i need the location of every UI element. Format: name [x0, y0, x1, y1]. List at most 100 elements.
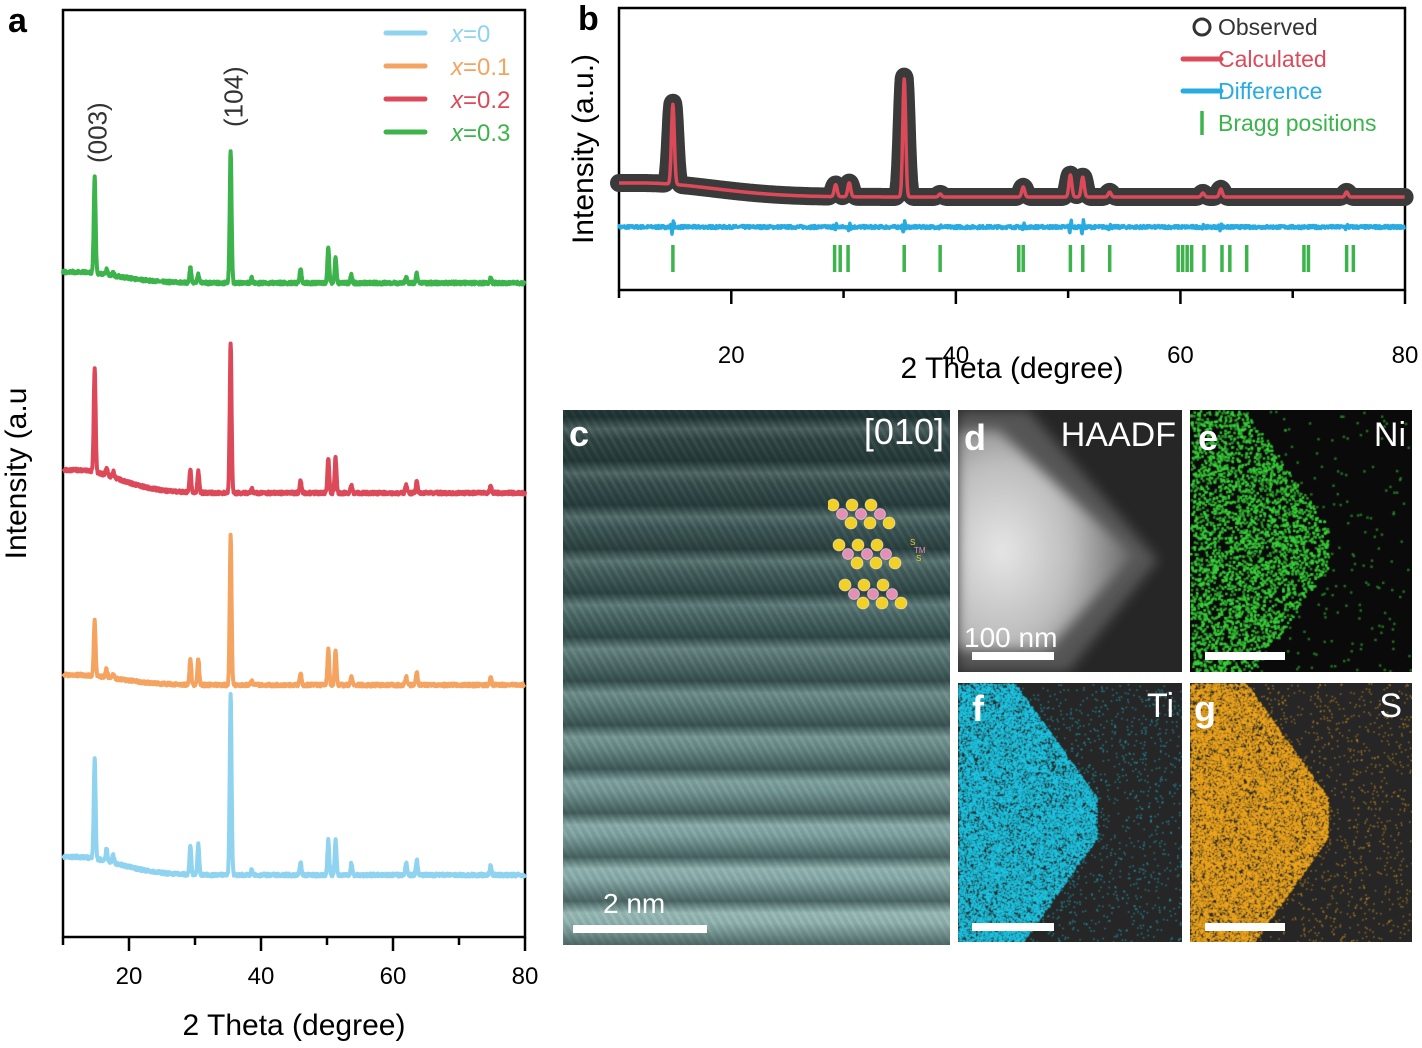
sulfur-atom: [857, 578, 871, 592]
sulfur-atom: [870, 538, 884, 552]
chart-b-x-tick-label: 40: [943, 342, 970, 369]
scale-bar: [1205, 652, 1285, 660]
series-line-x-0-1: [61, 532, 527, 689]
transition-metal-atom: [836, 508, 848, 520]
scale-bar: [573, 925, 707, 933]
legend-label-x-0-1: x=0.1: [450, 54, 510, 81]
chart-b-x-tick-label: 80: [1392, 342, 1419, 369]
transition-metal-atom: [874, 508, 886, 520]
observed-point: [894, 150, 914, 170]
ni-element-map: [1190, 410, 1412, 672]
series-line-x-0-2: [61, 341, 527, 497]
transition-metal-atom: [861, 548, 873, 560]
scale-bar: [1205, 923, 1285, 931]
chart-b-x-tick-label: 20: [718, 342, 745, 369]
observed-point: [894, 177, 914, 197]
legend-label-calculated: Calculated: [1218, 46, 1327, 72]
chart-b-x-axis-label: 2 Theta (degree): [901, 352, 1124, 385]
sulfur-atom: [850, 556, 864, 570]
chart-a-y-axis-label: Intensity (a.u: [0, 388, 33, 560]
haadf-particle: [958, 410, 1158, 672]
chart-a-x-axis-label: 2 Theta (degree): [183, 1009, 406, 1042]
panel-c-stem-image: c [010] S TM S 2 nm: [563, 410, 950, 945]
crystal-structure-schematic: S TM S: [828, 498, 926, 610]
transition-metal-atom: [867, 588, 879, 600]
ti-element-map: [958, 683, 1182, 942]
observed-point: [663, 155, 683, 175]
panel-d-letter: d: [964, 417, 986, 458]
sulfur-atom: [845, 498, 859, 512]
sulfur-atom: [828, 498, 840, 512]
sulfur-atom: [876, 578, 890, 592]
chart-b-rietveld-refinement: 20 40 60 80 2 Theta (degree) Intensity (a.u.)…: [567, 6, 1419, 385]
series-line-x-0-3: [61, 149, 527, 287]
transition-metal-atom: [880, 548, 892, 560]
haadf-label: HAADF: [1060, 416, 1176, 454]
sulfur-atom: [844, 516, 858, 530]
legend-marker-observed: [1192, 17, 1212, 37]
schematic-label-tm: TM: [914, 546, 926, 555]
scale-bar: [972, 923, 1054, 931]
legend-label-observed: Observed: [1218, 14, 1318, 40]
observed-point: [894, 141, 914, 161]
schematic-label-s-top: S: [910, 538, 915, 547]
zone-axis-label: [010]: [863, 411, 944, 452]
sulfur-atom: [882, 516, 896, 530]
chart-b-y-axis-label: Intensity (a.u.): [567, 54, 600, 244]
chart-b-plot-frame: [617, 6, 1407, 292]
legend-label-x-0: x=0: [450, 21, 490, 48]
chart-a-x-tick-label: 60: [380, 963, 407, 990]
panel-g-s-map: g S: [1190, 683, 1412, 942]
transition-metal-atom: [886, 588, 898, 600]
legend-label-x-0-3: x=0.3: [450, 120, 510, 147]
chart-a-plot-frame: [61, 8, 527, 939]
panel-e-letter: e: [1198, 417, 1219, 458]
chart-a-xrd-patterns: 20 40 60 80 2 Theta (degree) Intensity (a.u (0…: [0, 8, 539, 1042]
series-line-x-0: [61, 692, 527, 879]
difference-line: [617, 218, 1407, 236]
panel-b-letter: b: [578, 0, 599, 38]
scale-bar-label: 100 nm: [964, 622, 1058, 653]
scale-bar-label: 2 nm: [603, 888, 666, 919]
schematic-label-s-bottom: S: [916, 554, 921, 563]
chart-a-x-tick-label: 40: [248, 963, 275, 990]
observed-point: [894, 168, 914, 188]
sulfur-atom: [838, 578, 852, 592]
sulfur-atom: [875, 596, 889, 610]
chart-a-x-tick-label: 20: [116, 963, 143, 990]
transition-metal-atom: [842, 548, 854, 560]
sulfur-atom: [856, 596, 870, 610]
observed-point: [663, 164, 683, 184]
calculated-line: [617, 77, 1406, 199]
sulfur-atom: [832, 538, 846, 552]
sulfur-atom: [864, 498, 878, 512]
sulfur-atom: [888, 556, 902, 570]
ni-label: Ni: [1373, 416, 1406, 454]
chart-a-x-tick-label: 80: [512, 963, 539, 990]
legend-label-difference: Difference: [1218, 78, 1322, 104]
observed-point: [663, 146, 683, 166]
sulfur-atom: [851, 538, 865, 552]
sulfur-atom: [894, 596, 908, 610]
transition-metal-atom: [848, 588, 860, 600]
legend-label-bragg-positions: Bragg positions: [1218, 110, 1377, 136]
scale-bar: [972, 652, 1054, 660]
peak-annotation-003: (003): [83, 102, 113, 163]
panel-f-ti-map: f Ti: [958, 683, 1182, 942]
legend-label-x-0-2: x=0.2: [450, 87, 510, 114]
s-element-map: [1190, 683, 1412, 942]
panel-d-haadf-image: d HAADF 100 nm: [958, 410, 1182, 672]
panel-e-ni-map: e Ni: [1190, 410, 1412, 672]
panel-g-letter: g: [1194, 688, 1216, 729]
s-label: S: [1379, 687, 1402, 725]
chart-b-x-tick-label: 60: [1167, 342, 1194, 369]
observed-point: [894, 159, 914, 179]
ti-label: Ti: [1146, 687, 1174, 725]
panel-f-letter: f: [972, 688, 984, 729]
peak-annotation-104: (104): [219, 66, 249, 127]
panel-c-letter: c: [569, 413, 590, 454]
transition-metal-atom: [855, 508, 867, 520]
sulfur-atom: [869, 556, 883, 570]
panel-a-letter: a: [8, 2, 27, 40]
sulfur-atom: [863, 516, 877, 530]
